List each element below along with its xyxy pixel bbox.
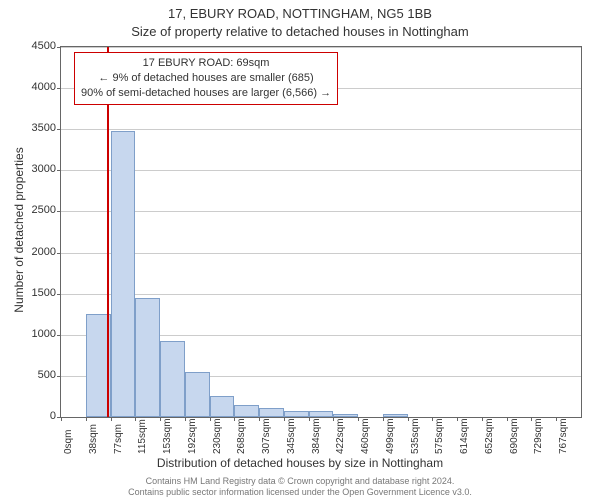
y-tick-label: 3000 xyxy=(16,163,56,175)
x-tick-label: 192sqm xyxy=(187,418,198,454)
x-tick-label: 767sqm xyxy=(558,418,569,454)
gridline xyxy=(61,211,581,212)
histogram-bar xyxy=(210,396,235,417)
reference-infobox: 17 EBURY ROAD: 69sqm ← 9% of detached ho… xyxy=(74,52,338,105)
footer-line2: Contains public sector information licen… xyxy=(0,487,600,498)
x-tick-label: 268sqm xyxy=(236,418,247,454)
gridline xyxy=(61,129,581,130)
histogram-bar xyxy=(111,131,136,417)
y-tick-label: 4000 xyxy=(16,81,56,93)
histogram-bar xyxy=(234,405,259,417)
chart-title-line1: 17, EBURY ROAD, NOTTINGHAM, NG5 1BB xyxy=(0,6,600,21)
x-tick-label: 535sqm xyxy=(410,418,421,454)
y-tick-label: 500 xyxy=(16,369,56,381)
y-tick-label: 1000 xyxy=(16,328,56,340)
footer-attribution: Contains HM Land Registry data © Crown c… xyxy=(0,476,600,498)
x-tick-label: 115sqm xyxy=(137,419,148,454)
x-tick-label: 460sqm xyxy=(360,418,371,454)
histogram-bar xyxy=(259,408,284,417)
x-axis-label: Distribution of detached houses by size … xyxy=(0,456,600,470)
histogram-bar xyxy=(160,341,185,417)
x-tick-label: 499sqm xyxy=(385,418,396,454)
histogram-bar xyxy=(284,411,309,417)
footer-line1: Contains HM Land Registry data © Crown c… xyxy=(0,476,600,487)
x-tick-label: 38sqm xyxy=(88,424,99,454)
infobox-line1: 17 EBURY ROAD: 69sqm xyxy=(81,56,331,71)
y-tick-label: 2000 xyxy=(16,246,56,258)
gridline xyxy=(61,170,581,171)
infobox-line3: 90% of semi-detached houses are larger (… xyxy=(81,86,331,101)
x-tick-label: 690sqm xyxy=(509,418,520,454)
histogram-bar xyxy=(333,414,358,417)
x-tick-label: 614sqm xyxy=(459,418,470,454)
y-tick-label: 2500 xyxy=(16,204,56,216)
histogram-bar xyxy=(383,414,408,417)
x-tick-label: 422sqm xyxy=(335,418,346,454)
x-tick-label: 230sqm xyxy=(212,418,223,454)
histogram-bar xyxy=(135,298,160,417)
chart-title-line2: Size of property relative to detached ho… xyxy=(0,24,600,39)
x-tick-label: 729sqm xyxy=(533,418,544,454)
y-tick-label: 0 xyxy=(16,410,56,422)
x-tick-label: 345sqm xyxy=(286,418,297,454)
gridline xyxy=(61,253,581,254)
infobox-line2: ← 9% of detached houses are smaller (685… xyxy=(81,71,331,86)
y-tick-label: 4500 xyxy=(16,40,56,52)
x-tick-label: 153sqm xyxy=(162,418,173,454)
x-tick-label: 0sqm xyxy=(63,430,74,454)
y-tick-label: 3500 xyxy=(16,122,56,134)
histogram-bar xyxy=(185,372,210,417)
gridline xyxy=(61,294,581,295)
x-tick-label: 307sqm xyxy=(261,418,272,454)
x-tick-label: 652sqm xyxy=(484,418,495,454)
gridline xyxy=(61,47,581,48)
histogram-bar xyxy=(309,411,334,417)
x-tick-label: 575sqm xyxy=(434,418,445,454)
x-tick-label: 384sqm xyxy=(311,418,322,454)
x-tick-label: 77sqm xyxy=(113,424,124,454)
y-tick-label: 1500 xyxy=(16,287,56,299)
